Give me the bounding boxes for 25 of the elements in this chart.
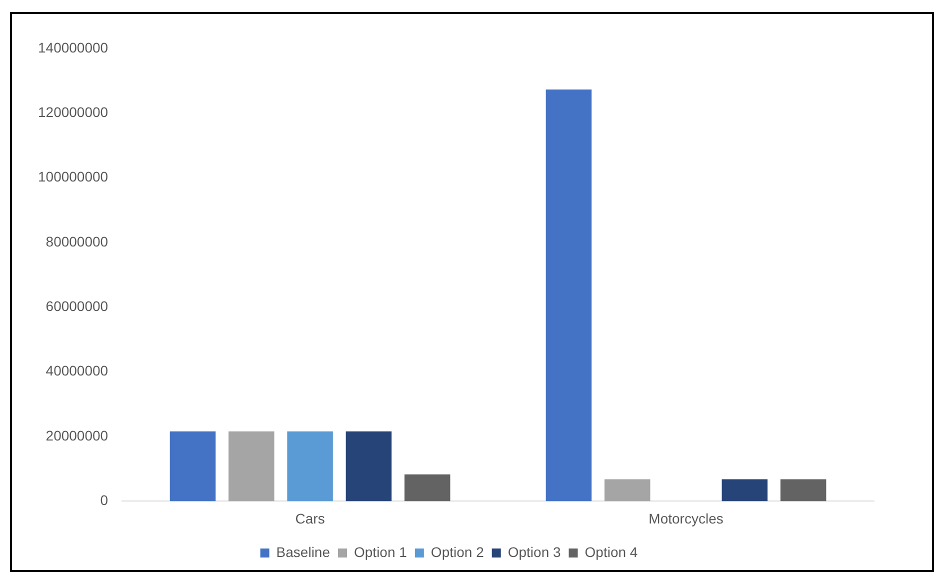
- y-tick-label: 80000000: [46, 233, 108, 250]
- y-tick-label: 140000000: [38, 39, 108, 56]
- frame: Baseline Option 1 Option 2 Option 3 Option 4 Cars Motorcycles 0 20000000 40000000 60000000 80000000 100000000 120000000 140000000: [10, 12, 934, 572]
- x-tick-label: Cars: [295, 510, 325, 526]
- bar: [780, 479, 826, 502]
- legend-label: Option 1: [354, 544, 408, 560]
- y-tick-label: 60000000: [46, 298, 108, 314]
- bar: [722, 479, 768, 502]
- legend-label: Option 3: [508, 544, 561, 560]
- y-tick-label: 40000000: [46, 362, 108, 379]
- y-tick-label: 20000000: [46, 427, 108, 444]
- bar: [604, 479, 650, 502]
- bar: [346, 431, 392, 502]
- legend-label: Option 4: [584, 544, 638, 560]
- legend-label: Option 2: [430, 544, 484, 560]
- bar: [170, 431, 216, 502]
- bar: [287, 431, 333, 502]
- bar: [404, 474, 450, 502]
- bar: [546, 89, 592, 502]
- legend-label: Baseline: [276, 544, 330, 560]
- y-tick-label: 0: [100, 492, 108, 508]
- y-tick-label: 100000000: [38, 168, 108, 185]
- x-tick-label: Motorcycles: [648, 510, 724, 526]
- bar: [228, 431, 274, 502]
- y-tick-label: 120000000: [38, 104, 108, 120]
